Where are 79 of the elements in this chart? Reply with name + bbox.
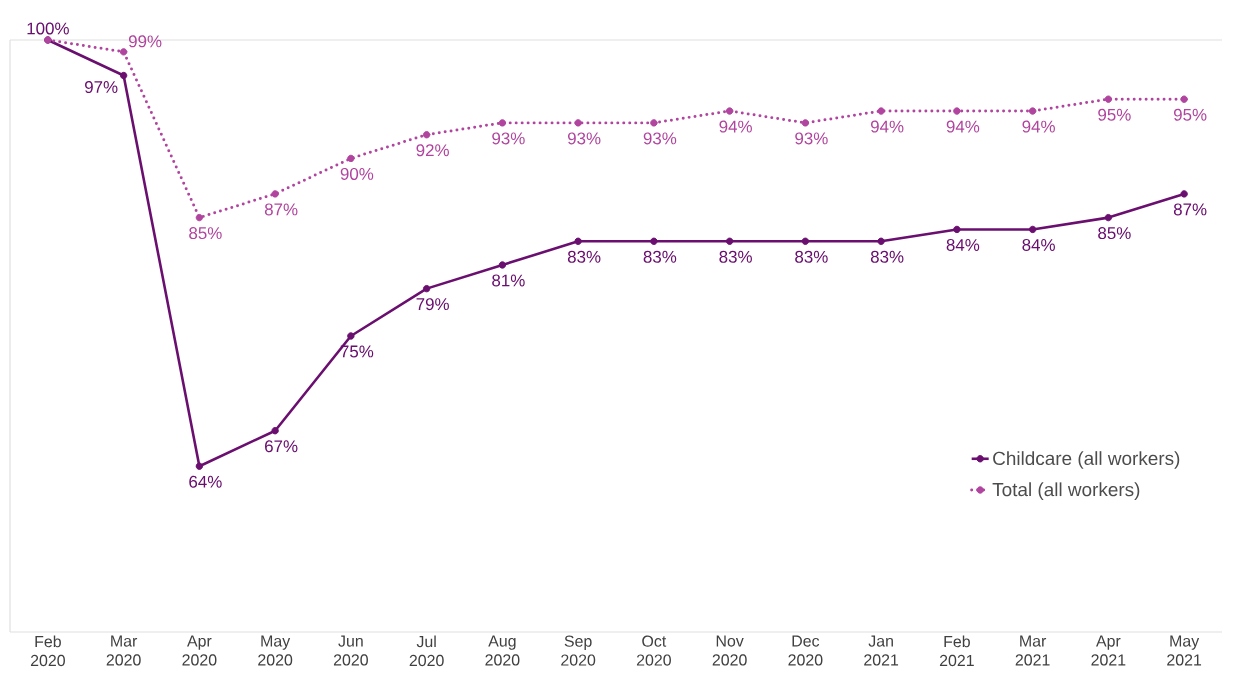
x-tick-label: Mar 2020 xyxy=(106,635,141,666)
x-tick-label: May 2020 xyxy=(258,635,293,666)
data-label: 83% xyxy=(795,250,828,263)
data-label: 83% xyxy=(719,250,752,263)
point xyxy=(422,284,431,293)
data-label: 79% xyxy=(416,298,449,311)
data-label: 94% xyxy=(870,120,904,133)
data-label: 83% xyxy=(567,250,601,263)
data-label: 93% xyxy=(643,132,677,145)
data-label: 84% xyxy=(1022,238,1055,251)
data-label: 100% xyxy=(27,22,69,35)
data-label: 85% xyxy=(189,227,222,240)
x-tick-label: Aug 2020 xyxy=(485,635,520,666)
point xyxy=(877,237,885,245)
x-tick-label: Apr 2020 xyxy=(182,635,217,666)
data-label: 94% xyxy=(719,120,752,133)
point xyxy=(953,225,961,234)
point xyxy=(498,261,507,269)
x-tick-label: Jun 2020 xyxy=(333,635,368,666)
x-tick-label: Oct 2020 xyxy=(636,635,671,666)
point xyxy=(1180,190,1188,198)
data-label: 90% xyxy=(340,167,374,180)
point xyxy=(801,119,810,127)
x-tick-label: May 2021 xyxy=(1167,635,1202,666)
point xyxy=(1180,95,1188,103)
point xyxy=(271,427,279,435)
data-label: 92% xyxy=(416,144,449,157)
point xyxy=(725,237,734,245)
x-tick-label: Mar 2021 xyxy=(1015,635,1050,666)
data-label: 97% xyxy=(85,81,118,94)
point xyxy=(574,237,582,245)
point xyxy=(574,119,582,127)
point xyxy=(650,119,658,127)
point xyxy=(498,119,507,127)
x-tick-label: Jan 2021 xyxy=(864,635,899,666)
point xyxy=(1028,107,1037,115)
x-tick-label: Sep 2020 xyxy=(561,635,596,666)
data-label: 99% xyxy=(128,35,162,48)
data-label: 67% xyxy=(265,440,298,453)
point xyxy=(119,71,128,80)
data-label: 87% xyxy=(1173,203,1207,216)
point xyxy=(195,462,204,470)
point xyxy=(195,213,204,222)
point xyxy=(347,154,355,163)
data-label: 83% xyxy=(643,250,677,263)
legend-label: Childcare (all workers) xyxy=(993,451,1180,469)
data-label: 93% xyxy=(567,132,601,145)
data-label: 81% xyxy=(492,274,525,287)
data-label: 93% xyxy=(795,132,828,145)
point xyxy=(422,131,431,139)
data-label: 94% xyxy=(946,120,980,133)
point xyxy=(1104,213,1113,222)
point xyxy=(119,48,128,56)
point xyxy=(1028,225,1037,234)
point xyxy=(271,190,279,198)
data-label: 84% xyxy=(946,238,980,251)
data-label: 75% xyxy=(340,345,374,358)
point xyxy=(801,237,810,245)
data-label: 94% xyxy=(1022,120,1055,133)
data-label: 83% xyxy=(870,250,904,263)
legend-label: Total (all workers) xyxy=(992,482,1140,500)
x-tick-label: Feb 2021 xyxy=(939,635,974,667)
x-tick-label: Dec 2020 xyxy=(788,635,823,666)
data-label: 87% xyxy=(264,203,298,216)
point xyxy=(725,107,734,115)
point xyxy=(1104,95,1113,103)
data-label: 64% xyxy=(189,475,222,488)
point xyxy=(953,107,961,115)
data-label: 93% xyxy=(492,132,525,145)
data-label: 95% xyxy=(1173,108,1207,121)
data-label: 85% xyxy=(1098,227,1131,240)
point xyxy=(650,237,658,245)
point xyxy=(347,332,355,340)
x-tick-label: Apr 2021 xyxy=(1091,635,1126,666)
x-tick-label: Nov 2020 xyxy=(712,635,747,666)
x-tick-label: Jul 2020 xyxy=(409,635,444,667)
x-tick-label: Feb 2020 xyxy=(30,635,65,667)
data-label: 95% xyxy=(1098,108,1131,121)
point xyxy=(877,107,885,115)
